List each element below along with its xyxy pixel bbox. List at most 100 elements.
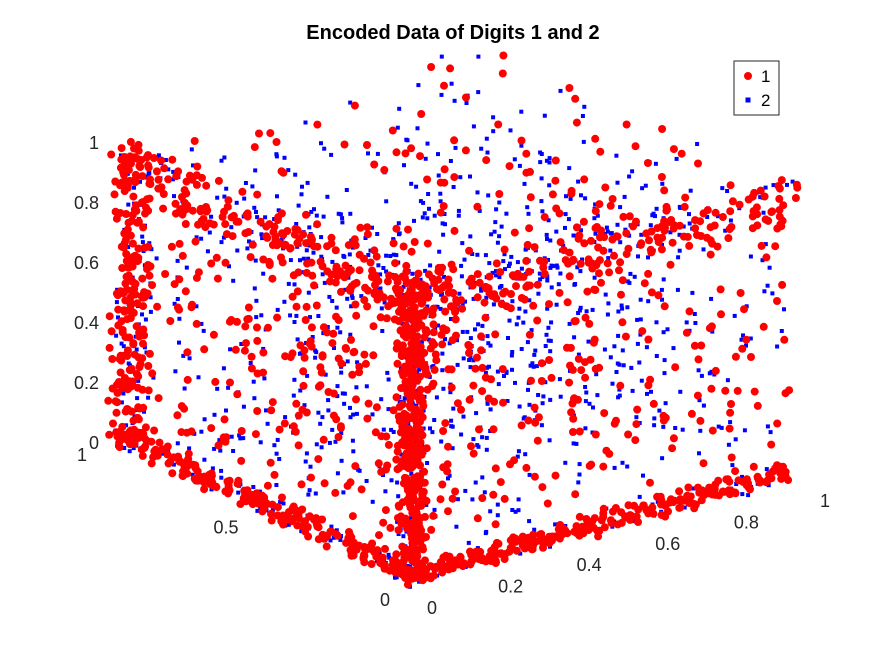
point-series-1-cloud [391, 284, 400, 293]
point-series-2-cloud [526, 387, 530, 392]
point-series-1-cloud [310, 281, 318, 290]
point-series-2-cloud [327, 294, 332, 299]
point-series-1 [141, 442, 150, 451]
point-series-1-cloud [530, 243, 539, 252]
point-series-1-cloud [484, 394, 493, 403]
point-series-1-cloud [364, 399, 373, 408]
point-series-2-cloud [677, 248, 682, 253]
point-series-2 [248, 361, 253, 365]
point-series-1-cloud [685, 307, 694, 316]
z-tick-label: 0.4 [74, 313, 99, 333]
point-series-2-cloud [677, 232, 682, 237]
point-series-1-cloud [524, 416, 533, 425]
point-series-2-cloud [640, 186, 645, 191]
point-series-1-cloud [351, 241, 360, 250]
point-series-2-cloud [224, 408, 228, 413]
point-series-2-cloud [422, 211, 427, 216]
point-series-1-cloud [429, 571, 438, 580]
point-series-2-cloud [545, 237, 549, 241]
point-series-1-cloud [491, 330, 500, 339]
y-tick-label: 0.5 [213, 518, 238, 538]
point-series-1-cloud [392, 550, 401, 559]
point-series-2-cloud [602, 347, 607, 352]
point-series-1-cloud [530, 472, 539, 481]
point-series-1-cloud [281, 352, 290, 361]
point-series-1-cloud [313, 220, 322, 229]
legend[interactable]: 1 2 [733, 60, 780, 116]
point-series-2-cloud [136, 378, 141, 383]
point-series-2-cloud [506, 336, 510, 340]
point-series-2-cloud [517, 306, 522, 311]
point-series-1-cloud [266, 458, 275, 467]
point-series-2-cloud [516, 315, 521, 320]
point-series-1-cloud [364, 286, 372, 295]
point-series-1-cloud [690, 341, 699, 350]
point-series-1-cloud [706, 250, 715, 259]
point-series-1-cloud [499, 398, 507, 407]
point-series-2 [389, 478, 394, 483]
point-series-2-cloud [272, 443, 277, 448]
point-series-1-cloud [181, 220, 190, 228]
point-series-1-cloud [192, 273, 201, 282]
chart-title: Encoded Data of Digits 1 and 2 [306, 22, 599, 44]
point-series-1-cloud [331, 488, 340, 497]
point-series-2-cloud [678, 389, 683, 394]
point-series-2-cloud [510, 508, 515, 512]
point-series-1-cloud [363, 223, 372, 232]
point-series-2-cloud [748, 254, 753, 259]
point-series-1-cloud [590, 514, 599, 523]
point-series-1-cloud [301, 316, 310, 324]
point-series-1-cloud [233, 479, 242, 488]
point-series-2-cloud [329, 152, 334, 157]
point-series-2 [553, 522, 558, 527]
point-series-2-cloud [187, 356, 192, 361]
point-series-2-cloud [546, 257, 550, 262]
point-series-2-cloud [414, 184, 419, 189]
point-series-2-cloud [312, 207, 316, 212]
point-series-1-cloud [401, 377, 410, 386]
point-series-2-cloud [661, 330, 666, 335]
point-series-2-cloud [516, 449, 521, 454]
point-series-1-cloud [697, 341, 706, 350]
point-series-1-cloud [471, 364, 480, 373]
point-series-1-cloud [392, 224, 401, 233]
point-series-1-cloud [120, 374, 129, 382]
point-series-2-cloud [695, 142, 700, 146]
point-series-1 [679, 232, 688, 241]
point-series-2-cloud [730, 463, 735, 468]
point-series-1-cloud [669, 434, 678, 443]
point-series-1-cloud [267, 406, 276, 415]
point-series-1 [113, 380, 121, 389]
point-series-2-cloud [484, 295, 489, 300]
point-series-2-cloud [322, 146, 327, 151]
point-series-1-cloud [380, 166, 389, 174]
point-series-1-cloud [150, 447, 159, 456]
point-series-1-cloud [408, 509, 417, 517]
point-series-2-cloud [556, 282, 561, 287]
point-series-2-cloud [323, 372, 328, 377]
point-series-2-cloud [382, 300, 387, 305]
point-series-1-cloud [592, 259, 601, 268]
point-series-2-cloud [275, 194, 279, 199]
point-series-1-cloud [138, 451, 147, 460]
point-series-1-cloud [417, 501, 426, 510]
point-series-2-cloud [578, 305, 583, 310]
point-series-1-cloud [594, 243, 603, 252]
point-series-2-cloud [668, 230, 673, 235]
point-series-1-cloud [121, 279, 130, 288]
point-series-1-cloud [293, 287, 302, 296]
point-series-1-cloud [154, 175, 163, 184]
point-series-2-cloud [546, 218, 551, 223]
point-series-1-cloud [360, 544, 369, 552]
point-series-2-cloud [126, 361, 131, 366]
point-series-2-cloud [349, 304, 354, 309]
point-series-1-cloud [569, 414, 578, 423]
point-series-2-cloud [468, 174, 472, 179]
point-series-1-cloud [146, 180, 155, 189]
point-series-2-cloud [572, 335, 577, 340]
point-series-1-cloud [718, 213, 727, 221]
point-series-1-cloud [363, 141, 371, 149]
point-series-1 [590, 285, 599, 294]
point-series-1-cloud [408, 440, 416, 449]
point-series-1-cloud [140, 243, 149, 252]
